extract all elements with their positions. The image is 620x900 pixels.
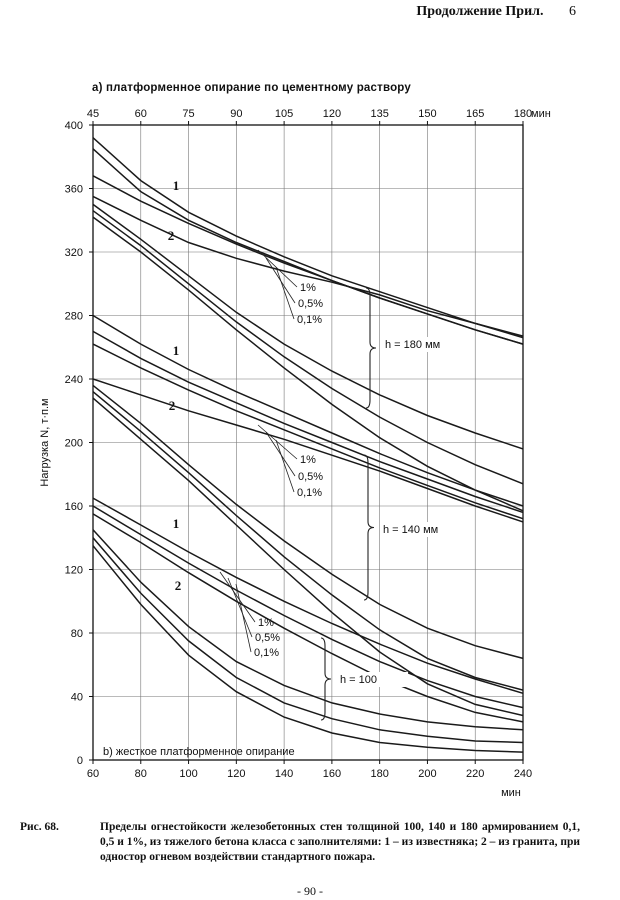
reinforcement-leader-line <box>257 424 298 460</box>
x-bottom-unit: мин <box>501 787 521 799</box>
x-top-tick-label: 105 <box>275 108 293 120</box>
series-line <box>92 314 524 507</box>
y-tick-label: 80 <box>71 628 83 640</box>
thickness-brace <box>365 287 377 409</box>
x-top-tick-label: 90 <box>230 108 242 120</box>
series-line <box>92 497 524 695</box>
chart-subtitle-top: а) платформенное опирание по цементному … <box>92 82 411 94</box>
reinforcement-label: 0,1% <box>297 487 322 499</box>
aggregate-label: 2 <box>168 228 175 243</box>
series-line <box>92 391 524 691</box>
y-tick-label: 160 <box>65 501 83 513</box>
x-top-unit: мин <box>531 108 551 120</box>
series-line <box>92 397 524 717</box>
thickness-label: h = 180 мм <box>385 339 440 351</box>
aggregate-label: 1 <box>173 178 180 193</box>
x-bottom-tick-label: 220 <box>466 768 484 780</box>
x-top-tick-label: 135 <box>370 108 388 120</box>
y-tick-label: 120 <box>65 565 83 577</box>
series-line <box>92 175 524 345</box>
series-line <box>92 545 524 753</box>
reinforcement-label: 0,1% <box>297 314 322 326</box>
bottom-panel-label: b) жесткое платформенное опирание <box>103 746 295 758</box>
reinforcement-label: 1% <box>300 454 316 466</box>
series-line <box>92 195 524 337</box>
series-line <box>92 343 524 520</box>
series-line <box>92 537 524 744</box>
reinforcement-leader-line <box>275 266 295 320</box>
x-top-tick-label: 180 <box>514 108 532 120</box>
x-top-tick-label: 75 <box>182 108 194 120</box>
thickness-label: h = 140 мм <box>383 524 438 536</box>
aggregate-label: 2 <box>175 578 182 593</box>
reinforcement-label: 0,1% <box>254 647 279 659</box>
thickness-label-bg <box>338 672 408 687</box>
reinforcement-label: 0,5% <box>298 471 323 483</box>
y-tick-label: 40 <box>71 692 83 704</box>
reinforcement-leader-line <box>235 583 252 653</box>
header-title: Продолжение Прил. <box>416 4 544 19</box>
reinforcement-label: 0,5% <box>298 298 323 310</box>
header-page-tag: 6 <box>569 4 576 19</box>
y-tick-label: 0 <box>77 755 83 767</box>
thickness-brace <box>363 454 375 601</box>
page-header: Продолжение Прил. 6 <box>416 4 576 20</box>
series-line <box>92 203 524 450</box>
reinforcement-leader-line <box>275 439 295 493</box>
reinforcement-label: 0,5% <box>255 632 280 644</box>
reinforcement-leader-line <box>219 571 256 623</box>
figure-caption-text: Пределы огнестойкости железобетонных сте… <box>100 821 580 863</box>
y-tick-label: 200 <box>65 438 83 450</box>
thickness-brace <box>320 637 332 721</box>
page-number: - 90 - <box>297 884 323 898</box>
x-bottom-tick-label: 60 <box>87 768 99 780</box>
x-bottom-tick-label: 240 <box>514 768 532 780</box>
y-tick-label: 240 <box>65 374 83 386</box>
y-tick-label: 360 <box>65 184 83 196</box>
x-top-tick-label: 120 <box>323 108 341 120</box>
x-bottom-tick-label: 140 <box>275 768 293 780</box>
reinforcement-leader-line <box>257 249 298 288</box>
series-line <box>92 378 524 523</box>
reinforcement-leader-line <box>227 577 253 638</box>
aggregate-label: 2 <box>169 398 176 413</box>
reinforcement-label: 1% <box>258 617 274 629</box>
series-line <box>92 210 524 485</box>
series-line <box>92 513 524 723</box>
y-tick-label: 320 <box>65 247 83 259</box>
x-top-tick-label: 150 <box>418 108 436 120</box>
figure-caption: Рис. 68. Пределы огнестойкости железобет… <box>20 820 580 865</box>
series-line <box>92 216 524 512</box>
series-line <box>92 384 524 660</box>
figure-label: Рис. 68. <box>20 821 59 833</box>
series-line <box>92 330 524 514</box>
thickness-label: h = 100 <box>340 674 377 686</box>
aggregate-label: 1 <box>173 516 180 531</box>
x-bottom-tick-label: 160 <box>323 768 341 780</box>
y-tick-label: 280 <box>65 311 83 323</box>
x-bottom-tick-label: 200 <box>418 768 436 780</box>
y-tick-label: 400 <box>65 120 83 132</box>
y-axis-label: Нагрузка N, т·п.м <box>39 398 51 486</box>
x-top-tick-label: 45 <box>87 108 99 120</box>
series-line <box>92 529 524 731</box>
reinforcement-label: 1% <box>300 282 316 294</box>
thickness-label-bg <box>383 337 453 352</box>
series-line <box>92 505 524 709</box>
thickness-label-bg <box>381 522 451 537</box>
x-top-tick-label: 165 <box>466 108 484 120</box>
x-bottom-tick-label: 100 <box>179 768 197 780</box>
x-bottom-tick-label: 80 <box>135 768 147 780</box>
aggregate-label: 1 <box>173 343 180 358</box>
x-top-tick-label: 60 <box>135 108 147 120</box>
x-bottom-tick-label: 180 <box>370 768 388 780</box>
series-line <box>92 137 524 339</box>
x-bottom-tick-label: 120 <box>227 768 245 780</box>
